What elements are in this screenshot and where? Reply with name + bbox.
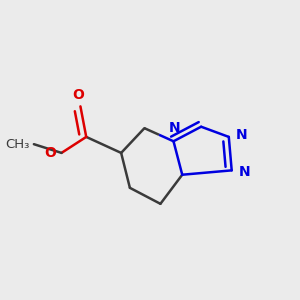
- Text: N: N: [169, 121, 181, 135]
- Text: CH₃: CH₃: [5, 138, 29, 151]
- Text: O: O: [72, 88, 84, 102]
- Text: O: O: [44, 146, 56, 160]
- Text: N: N: [239, 165, 250, 179]
- Text: N: N: [236, 128, 248, 142]
